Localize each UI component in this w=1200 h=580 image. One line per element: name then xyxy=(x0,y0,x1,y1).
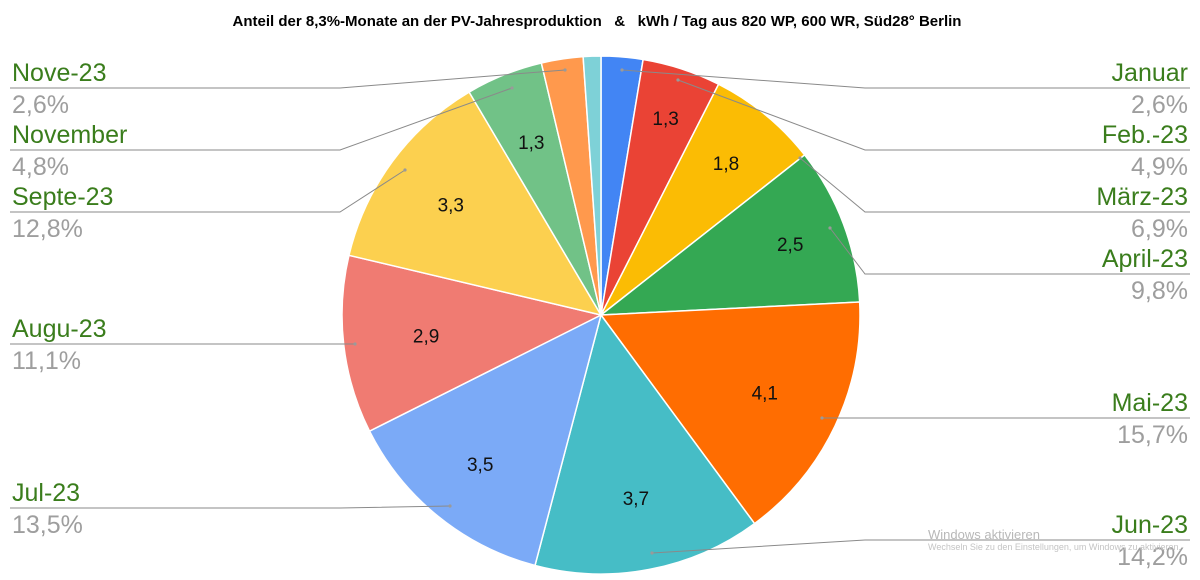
legend-month-label: Feb.-23 xyxy=(1102,121,1188,149)
leader-lines xyxy=(10,68,1190,555)
legend-percent-label: 4,9% xyxy=(1131,153,1188,181)
legend-percent-label: 6,9% xyxy=(1131,215,1188,243)
slice-value-labels: 1,3 1,8 2,5 4,1 3,7 3,5 2,9 3,3 1,3 xyxy=(413,109,804,510)
slice-value-label: 3,7 xyxy=(623,489,649,510)
leader-anchor xyxy=(798,156,802,160)
legend-month-label: April-23 xyxy=(1102,245,1188,273)
pie-slice xyxy=(348,91,603,317)
slice-value-label: 4,1 xyxy=(752,384,778,405)
pie-slice xyxy=(599,301,861,525)
watermark-subtitle: Wechseln Sie zu den Einstellungen, um Wi… xyxy=(928,542,1181,552)
legend-month-label: Januar xyxy=(1112,59,1188,87)
leader-anchor xyxy=(353,342,357,346)
pie-slice xyxy=(341,254,604,433)
legend-percent-label: 4,8% xyxy=(12,153,69,181)
leader-anchor xyxy=(510,86,514,90)
legend-month-label: März-23 xyxy=(1096,183,1188,211)
leader-anchor xyxy=(563,68,567,72)
pie-slices xyxy=(341,55,861,575)
legend-percent-label: 11,1% xyxy=(12,347,81,375)
slice-value-label: 2,5 xyxy=(777,235,803,256)
slice-value-label: 1,3 xyxy=(652,109,678,130)
leader-line xyxy=(10,505,451,509)
leader-anchor xyxy=(620,68,624,72)
watermark-title: Windows aktivieren xyxy=(928,527,1040,542)
legend-month-label: Nove-23 xyxy=(12,59,107,87)
slice-value-label: 1,8 xyxy=(713,154,739,175)
legend-month-label: Augu-23 xyxy=(12,315,107,343)
slice-value-label: 3,5 xyxy=(467,455,493,476)
leader-line xyxy=(10,69,566,89)
leader-line xyxy=(677,79,1190,151)
legend-percent-label: 14,2% xyxy=(1117,543,1188,571)
pie-slice xyxy=(600,83,806,316)
leader-line xyxy=(10,169,406,213)
leader-line xyxy=(799,157,1190,213)
chart-title: Anteil der 8,3%-Monate an der PV-Jahresp… xyxy=(233,13,962,30)
slice-value-label: 3,3 xyxy=(438,195,464,216)
legend-percent-label: 2,6% xyxy=(12,91,69,119)
leader-anchor xyxy=(650,551,654,555)
leader-line xyxy=(829,227,1190,275)
leader-anchor xyxy=(403,168,407,172)
legend-month-label: Mai-23 xyxy=(1112,389,1188,417)
slice-value-label: 1,3 xyxy=(518,133,544,154)
legend-labels: Januar2,6%Feb.-234,9%März-236,9%April-23… xyxy=(12,59,1188,571)
leader-anchor xyxy=(828,226,832,230)
leader-line xyxy=(10,87,513,151)
leader-anchor xyxy=(820,416,824,420)
legend-percent-label: 12,8% xyxy=(12,215,83,243)
leader-anchor xyxy=(448,504,452,508)
leader-line xyxy=(621,69,1190,89)
legend-percent-label: 13,5% xyxy=(12,511,83,539)
legend-percent-label: 9,8% xyxy=(1131,277,1188,305)
legend-month-label: November xyxy=(12,121,127,149)
pie-slice xyxy=(598,153,861,316)
legend-month-label: Jul-23 xyxy=(12,479,80,507)
pie-slice xyxy=(534,313,756,575)
slice-value-label: 2,9 xyxy=(413,326,439,347)
legend-percent-label: 2,6% xyxy=(1131,91,1188,119)
pie-slice xyxy=(368,313,603,567)
leader-line xyxy=(651,539,1190,554)
legend-percent-label: 15,7% xyxy=(1117,421,1188,449)
legend-month-label: Septe-23 xyxy=(12,183,113,211)
legend-month-label: Jun-23 xyxy=(1112,511,1188,539)
leader-anchor xyxy=(676,78,680,82)
pie-slice xyxy=(582,55,602,316)
